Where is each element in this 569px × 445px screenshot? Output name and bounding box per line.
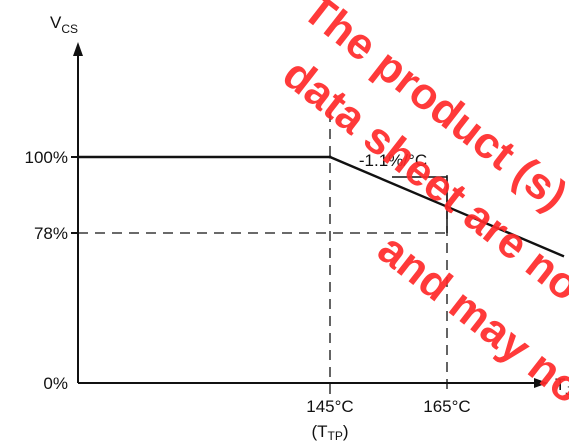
slope-triangle: [392, 176, 448, 233]
x-tick-label-165: 165°C: [423, 397, 470, 416]
y-tick-label-0: 0%: [43, 374, 68, 393]
data-point-0: [328, 155, 332, 159]
y-axis-arrow-icon: [73, 42, 83, 56]
y-axis-label: VCS: [50, 13, 78, 36]
y-tick-label-100: 100%: [25, 148, 68, 167]
series-line-0: [78, 155, 565, 258]
x-axis-arrow-icon: [534, 378, 548, 388]
y-tick-label-78: 78%: [34, 224, 68, 243]
data-point-1: [445, 205, 449, 209]
watermark: The product (s) data sheet are no and ma…: [274, 0, 569, 423]
x-axis-label: TJ: [555, 375, 569, 398]
x-tick-label-145: 145°C: [306, 397, 353, 416]
slope-annotation: -1.1%/°C: [359, 151, 427, 170]
series-layer: [78, 155, 565, 258]
x-tick-note-ttp: (TTP): [311, 422, 348, 443]
